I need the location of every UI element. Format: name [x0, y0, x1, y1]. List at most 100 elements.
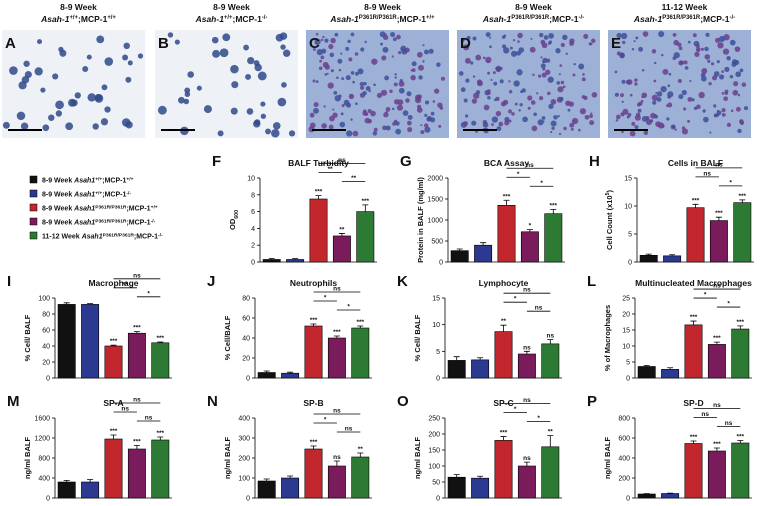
- text-part: ng/ml BALF: [413, 437, 422, 479]
- cell: [482, 122, 489, 128]
- image-genotype: Asah-1P361R/P361R;MCP-1+/+: [329, 14, 435, 24]
- text-part: Asah1: [73, 206, 95, 213]
- y-tick-label: 0: [251, 260, 255, 267]
- text-part: % Cell/ BALF: [413, 314, 422, 361]
- cell: [569, 122, 575, 128]
- bar: [661, 369, 680, 379]
- text-part: Asah-1: [329, 14, 359, 24]
- bar: [684, 324, 703, 379]
- cell: [677, 78, 682, 84]
- y-axis-label: ng/ml BALF: [603, 437, 612, 479]
- text-part: ng/ml BALF: [223, 437, 232, 479]
- cell: [380, 89, 388, 96]
- text-part: Asah-1: [40, 14, 70, 24]
- cell: [729, 74, 734, 79]
- cell: [538, 74, 542, 78]
- comparison-label: *: [704, 292, 707, 299]
- cell: [558, 132, 562, 136]
- text-part: P361R/P361R: [359, 15, 398, 21]
- cell: [398, 87, 405, 94]
- y-tick-label: 0: [246, 496, 250, 503]
- cell: [316, 49, 323, 56]
- bar: [733, 202, 752, 263]
- cell: [702, 109, 706, 113]
- cell: [465, 114, 469, 118]
- comparison-label: ns: [523, 287, 531, 294]
- comparison-label: ns: [333, 408, 341, 415]
- cell: [704, 54, 711, 60]
- y-tick-label: 150: [428, 448, 440, 455]
- cell: [16, 111, 26, 121]
- cell: [716, 109, 719, 112]
- cell: [730, 109, 734, 112]
- cell: [9, 66, 18, 75]
- cell: [482, 56, 486, 60]
- cell: [346, 102, 352, 108]
- cell: [572, 73, 576, 77]
- significance: **: [548, 429, 554, 436]
- significance: ***: [737, 434, 745, 441]
- y-tick-label: 400: [38, 476, 50, 483]
- cell: [559, 64, 563, 67]
- cell: [621, 79, 626, 84]
- cell: [416, 107, 423, 113]
- significance: ***: [713, 441, 721, 448]
- cell: [622, 40, 626, 45]
- cell: [683, 107, 687, 111]
- chart-title: SP-C: [493, 398, 513, 408]
- cell: [399, 78, 403, 83]
- cell: [340, 52, 343, 55]
- cell: [315, 80, 319, 83]
- legend-label: 11-12 Week Asah1P361R/P361R;MCP-1-/-: [42, 232, 163, 241]
- error-bar: [87, 303, 94, 305]
- bar: [541, 446, 560, 499]
- comparison-label: ns: [523, 397, 531, 404]
- error-bar: [477, 475, 484, 479]
- error-bar: [338, 233, 345, 236]
- significance: ***: [133, 439, 141, 446]
- cell: [125, 76, 132, 83]
- cell: [635, 36, 639, 40]
- y-tick-label: 25: [622, 296, 630, 303]
- bar: [520, 231, 539, 263]
- bar: [81, 481, 100, 499]
- cell: [622, 108, 629, 115]
- error-bar: [503, 199, 510, 206]
- cell: [559, 96, 564, 101]
- cell: [280, 44, 286, 50]
- comparison-label: ns: [526, 162, 534, 169]
- cell: [493, 81, 498, 86]
- cell: [530, 37, 533, 40]
- cell: [471, 120, 477, 126]
- cell: [418, 64, 424, 71]
- cell: [638, 101, 643, 106]
- cell: [550, 99, 557, 105]
- cell: [407, 120, 412, 126]
- comparison-label: *: [147, 290, 150, 297]
- y-axis-label: Protein in BALF (mg/ml): [416, 177, 425, 263]
- error-bar: [110, 434, 117, 439]
- panel-letter: M: [7, 393, 20, 410]
- cell: [330, 69, 334, 73]
- comparison-label: *: [517, 171, 520, 178]
- cell: [230, 64, 239, 74]
- cell: [553, 115, 558, 120]
- bar: [127, 332, 146, 379]
- significance: ***: [310, 439, 318, 446]
- cell: [558, 73, 561, 76]
- bar: [450, 250, 469, 263]
- cell: [643, 130, 649, 136]
- text-part: P361R/P361R: [511, 15, 550, 21]
- cell: [94, 94, 104, 103]
- panel-letter: D: [460, 35, 471, 52]
- cell: [514, 102, 518, 106]
- cell: [729, 39, 736, 46]
- cell: [581, 77, 586, 82]
- error-bar: [263, 478, 270, 481]
- comparison-label: *: [729, 179, 732, 186]
- cell: [426, 117, 431, 122]
- cell: [350, 118, 353, 121]
- text-part: Asah-1: [633, 14, 663, 24]
- cell: [491, 123, 494, 126]
- y-tick-label: 60: [242, 316, 250, 323]
